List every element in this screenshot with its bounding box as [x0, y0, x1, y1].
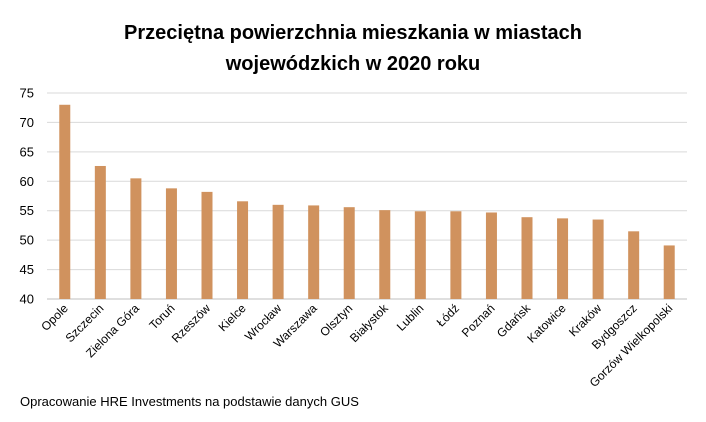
bar: [201, 191, 213, 299]
gridlines: [47, 92, 687, 300]
x-tick-label: Opole: [38, 301, 71, 334]
y-tick-label: 70: [20, 115, 34, 130]
y-tick-label: 75: [20, 86, 34, 101]
x-tick-label: Rzeszów: [169, 301, 214, 346]
x-tick-label: Poznań: [459, 301, 498, 340]
y-tick-label: 65: [20, 144, 34, 159]
chart-title: Przeciętna powierzchnia mieszkania w mia…: [0, 18, 706, 80]
source-note: Opracowanie HRE Investments na podstawie…: [20, 394, 359, 409]
bar: [557, 218, 569, 299]
bar: [450, 211, 462, 299]
bar: [592, 219, 604, 299]
chart-title-line1: Przeciętna powierzchnia mieszkania w mia…: [124, 22, 582, 44]
x-tick-label: Toruń: [146, 301, 177, 332]
y-tick-label: 40: [20, 292, 34, 307]
x-tick-label: Lublin: [394, 301, 427, 334]
bar: [59, 104, 71, 300]
bar: [414, 211, 426, 299]
bar: [130, 178, 142, 299]
y-tick-label: 60: [20, 174, 34, 189]
bar: [485, 212, 497, 299]
y-axis-labels: 40 45 50 55 60 65 70 75: [20, 86, 34, 307]
bar: [663, 245, 675, 299]
y-tick-label: 50: [20, 233, 34, 248]
bar: [237, 201, 249, 299]
x-tick-label: Katowice: [524, 301, 569, 346]
x-tick-label: Łódź: [434, 301, 462, 329]
x-tick-label: Białystok: [347, 301, 392, 346]
bar: [379, 210, 391, 299]
bar: [343, 207, 355, 299]
y-tick-label: 45: [20, 262, 34, 277]
x-tick-label: Kielce: [216, 301, 249, 334]
bar: [272, 204, 284, 299]
bar: [521, 217, 533, 299]
bars: [59, 104, 675, 300]
chart-title-line2: wojewódzkich w 2020 roku: [225, 53, 481, 75]
y-tick-label: 55: [20, 203, 34, 218]
bar: [94, 165, 106, 299]
bar: [628, 231, 640, 299]
bar: [165, 188, 177, 299]
bar: [308, 205, 320, 299]
